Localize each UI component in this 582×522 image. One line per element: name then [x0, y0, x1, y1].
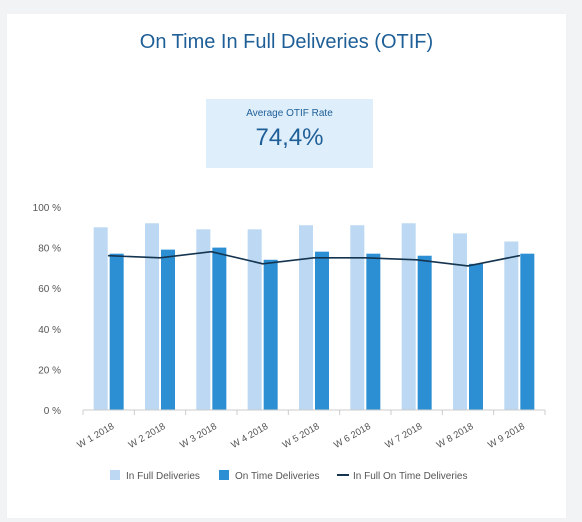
bar-in-full — [350, 225, 365, 410]
x-axis: W 1 2018 W 2 2018 W 3 2018 W 4 2018 W 5 2018… — [75, 409, 546, 451]
chart-title: On Time In Full Deliveries (OTIF) — [139, 31, 434, 53]
otif-line-layer — [107, 250, 521, 267]
kpi-box: Average OTIF Rate 74,4% — [206, 99, 373, 168]
kpi-value: 74,4% — [255, 124, 324, 151]
x-tick-label: W 3 2018 — [178, 421, 219, 451]
x-tick-label: W 1 2018 — [75, 421, 116, 451]
bar-on-time — [469, 263, 483, 410]
legend: In Full Deliveries On Time Deliveries In F… — [110, 470, 467, 482]
legend-label: In Full On Time Deliveries — [353, 471, 467, 482]
y-tick-label: 100 % — [33, 203, 61, 214]
kpi-label: Average OTIF Rate — [246, 108, 333, 119]
bar-on-time — [161, 249, 175, 410]
x-tick-label: W 8 2018 — [435, 421, 476, 451]
y-tick-label: 0 % — [44, 406, 61, 417]
bar-on-time — [212, 247, 227, 410]
otif-point — [159, 256, 161, 259]
bar-on-time — [417, 255, 432, 410]
x-tick-label: W 2 2018 — [127, 421, 168, 451]
y-tick-label: 40 % — [38, 325, 61, 336]
bar-on-time — [366, 253, 381, 410]
bar-in-full — [196, 229, 211, 410]
bar-in-full — [401, 223, 416, 410]
bar-on-time — [315, 251, 329, 410]
otif-point — [518, 254, 521, 257]
bar-in-full — [453, 233, 467, 410]
y-tick-label: 80 % — [38, 244, 61, 255]
otif-point — [467, 265, 469, 267]
legend-label: In Full Deliveries — [126, 471, 200, 482]
legend-swatch — [219, 470, 229, 480]
bar-on-time — [520, 253, 535, 410]
otif-point — [313, 256, 315, 259]
x-tick-label: W 6 2018 — [332, 421, 373, 451]
bar-in-full — [145, 223, 159, 410]
bar-in-full — [93, 227, 108, 410]
otif-point — [415, 258, 418, 261]
bars — [93, 223, 535, 410]
y-tick-label: 20 % — [38, 365, 61, 376]
otif-point — [364, 256, 367, 259]
legend-swatch — [110, 470, 120, 480]
bar-in-full — [299, 225, 313, 410]
legend-label: On Time Deliveries — [235, 471, 319, 482]
bar-on-time — [109, 253, 124, 410]
otif-point — [107, 254, 110, 257]
y-axis: 0 % 20 % 40 % 60 % 80 % 100 % — [33, 203, 61, 417]
bar-in-full — [504, 241, 519, 410]
y-tick-label: 60 % — [38, 284, 61, 295]
otif-point — [210, 250, 213, 253]
x-tick-label: W 5 2018 — [281, 421, 322, 451]
x-tick-label: W 9 2018 — [486, 421, 527, 451]
x-tick-label: W 4 2018 — [229, 421, 270, 451]
bar-on-time — [263, 259, 278, 410]
bar-in-full — [247, 229, 262, 410]
otif-point — [261, 263, 264, 265]
x-tick-label: W 7 2018 — [383, 421, 424, 451]
